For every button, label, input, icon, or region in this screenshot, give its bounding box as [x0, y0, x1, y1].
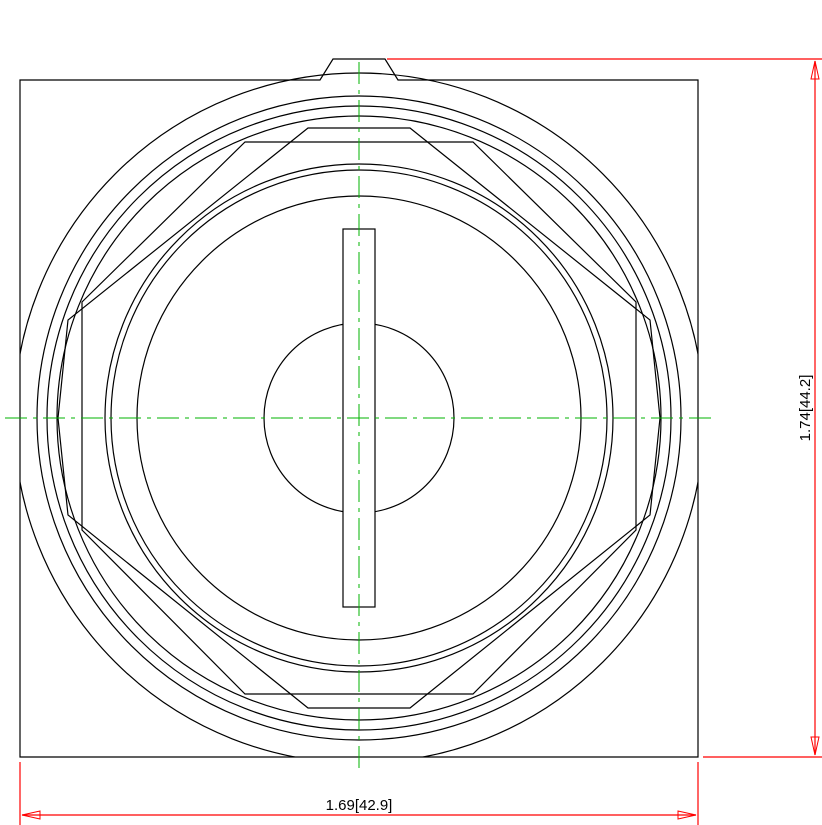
height-dimension-label: 1.74[44.2]: [797, 375, 814, 442]
width-dimension: 1.69[42.9]: [19, 762, 699, 825]
hex-nut-back: [57, 127, 661, 709]
body-outline: [19, 58, 699, 758]
hex-nut: [81, 141, 637, 695]
height-dimension: 1.74[44.2]: [387, 58, 822, 758]
width-dimension-label: 1.69[42.9]: [326, 797, 393, 814]
